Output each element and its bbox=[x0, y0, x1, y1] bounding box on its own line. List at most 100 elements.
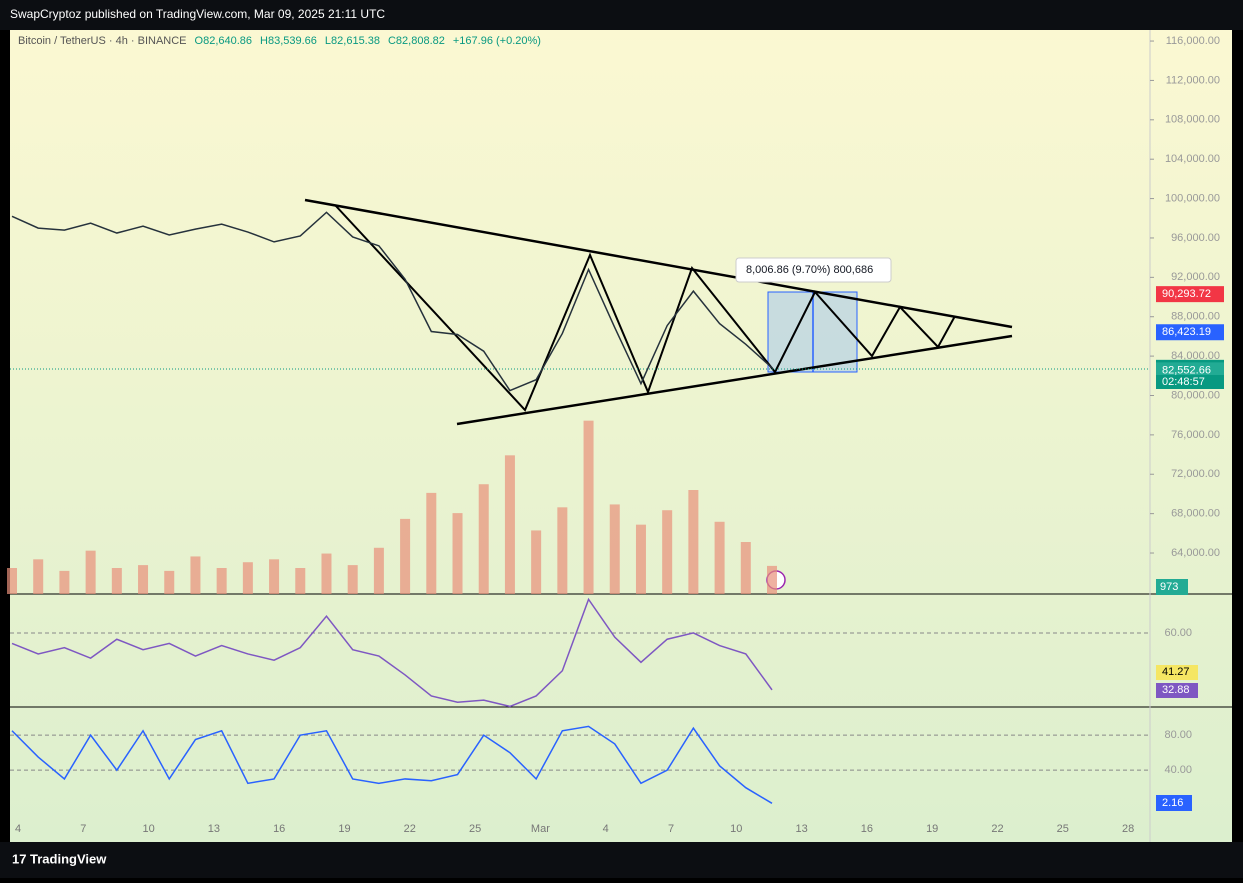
y-tick-label: 60.00 bbox=[1164, 627, 1192, 639]
y-tick-label: 88,000.00 bbox=[1171, 311, 1220, 323]
volume-badge: 973 bbox=[1160, 581, 1178, 593]
x-tick-label: 16 bbox=[273, 823, 285, 835]
footer-logo: TradingView bbox=[30, 851, 107, 866]
x-tick-label: 19 bbox=[926, 823, 938, 835]
volume-bar bbox=[400, 518, 411, 594]
annotation-box bbox=[735, 257, 892, 283]
stoch-badge-bg bbox=[1156, 795, 1192, 811]
volume-bar bbox=[452, 513, 463, 594]
price-badge bbox=[1156, 286, 1224, 303]
x-tick-label: 4 bbox=[603, 823, 609, 835]
y-tick-label: 68,000.00 bbox=[1171, 508, 1220, 520]
volume-bar bbox=[767, 565, 777, 594]
x-tick-label: 25 bbox=[469, 823, 481, 835]
legend-item: C82,808.82 bbox=[388, 35, 445, 47]
volume-bar bbox=[7, 568, 17, 594]
volume-bar bbox=[426, 492, 437, 594]
y-tick-label: 80,000.00 bbox=[1171, 389, 1220, 401]
volume-bar bbox=[478, 484, 489, 594]
price-badge-label: 90,293.72 bbox=[1162, 288, 1211, 300]
zigzag bbox=[334, 204, 956, 412]
volume-bar bbox=[635, 524, 646, 594]
x-tick-label: 28 bbox=[1122, 823, 1134, 835]
y-tick-label: 76,000.00 bbox=[1171, 429, 1220, 441]
x-tick-label: 4 bbox=[15, 823, 21, 835]
volume-bar bbox=[688, 490, 699, 594]
price-badge bbox=[1156, 362, 1224, 379]
legend-item: Bitcoin / TetherUS · 4h · BINANCE bbox=[18, 35, 187, 47]
annotation: 8,006.86 (9.70%) 800,686 bbox=[746, 264, 873, 276]
volume-bar bbox=[59, 570, 70, 594]
logo-icon: 17 bbox=[12, 851, 26, 866]
price-badge-label: 82,552.66 bbox=[1162, 364, 1211, 376]
volume-bar bbox=[138, 565, 149, 594]
legend-item: +167.96 (+0.20%) bbox=[453, 35, 541, 47]
y-tick-label: 116,000.00 bbox=[1166, 35, 1220, 47]
trendline bbox=[304, 198, 1013, 329]
indicator-line bbox=[11, 597, 773, 708]
volume-bar bbox=[373, 547, 384, 594]
volume-bar bbox=[504, 455, 515, 594]
y-tick-label: 104,000.00 bbox=[1165, 153, 1220, 165]
volume-bar bbox=[557, 507, 568, 594]
volume-bar bbox=[216, 568, 227, 594]
volume-bar bbox=[111, 568, 122, 594]
trendline bbox=[456, 334, 1013, 426]
volume-bar bbox=[531, 530, 542, 594]
legend: Bitcoin / TetherUS · 4h · BINANCE O82,640… bbox=[18, 35, 541, 47]
x-tick-label: 13 bbox=[208, 823, 220, 835]
volume-bar bbox=[85, 550, 96, 594]
chart-area bbox=[10, 30, 1232, 842]
y-tick-label: 80.00 bbox=[1164, 729, 1192, 741]
countdown-bg bbox=[1156, 375, 1224, 389]
x-tick-label: 19 bbox=[338, 823, 350, 835]
y-tick-label: 96,000.00 bbox=[1171, 232, 1220, 244]
drawings bbox=[304, 198, 1013, 426]
x-tick-label: 10 bbox=[730, 823, 742, 835]
volume-bar bbox=[609, 504, 620, 594]
indicator-line bbox=[11, 725, 773, 804]
x-tick-label: 22 bbox=[991, 823, 1003, 835]
volume-bar bbox=[164, 570, 175, 594]
x-tick-label: 7 bbox=[668, 823, 674, 835]
x-tick-label: 7 bbox=[80, 823, 86, 835]
volume-bar bbox=[295, 568, 306, 594]
x-tick-label: 13 bbox=[795, 823, 807, 835]
volume-bar bbox=[714, 521, 725, 594]
price-badge bbox=[1156, 324, 1224, 341]
volume-bar bbox=[242, 562, 253, 594]
header-bar bbox=[0, 0, 1243, 30]
rsi-badge: 32.88 bbox=[1162, 684, 1190, 696]
rsi-badge-bg bbox=[1156, 683, 1198, 698]
y-tick-label: 84,000.00 bbox=[1171, 350, 1220, 362]
volume-bar bbox=[321, 553, 332, 594]
rsi-ma-badge-bg bbox=[1156, 665, 1198, 680]
y-tick-label: 108,000.00 bbox=[1165, 114, 1220, 126]
rsi-ma-badge: 41.27 bbox=[1162, 666, 1190, 678]
y-tick-label: 100,000.00 bbox=[1165, 192, 1220, 204]
volume-bar bbox=[740, 542, 751, 594]
y-tick-label: 40.00 bbox=[1164, 764, 1192, 776]
volume-bar bbox=[347, 565, 358, 594]
volume-bar bbox=[583, 420, 594, 594]
x-tick-label: 10 bbox=[142, 823, 154, 835]
x-tick-label: 16 bbox=[861, 823, 873, 835]
volume-bar bbox=[190, 556, 201, 594]
y-tick-label: 112,000.00 bbox=[1166, 74, 1220, 86]
price-badge-label: 86,423.19 bbox=[1162, 326, 1211, 338]
price-line bbox=[11, 211, 773, 392]
countdown: 02:48:57 bbox=[1162, 376, 1205, 388]
stoch-badge: 2.16 bbox=[1162, 797, 1183, 809]
legend-item: H83,539.66 bbox=[260, 35, 317, 47]
header-text: SwapCryptoz published on TradingView.com… bbox=[10, 7, 385, 21]
x-tick-label: 25 bbox=[1057, 823, 1069, 835]
volume-badge-bg bbox=[1156, 579, 1188, 595]
volume-bar bbox=[662, 510, 673, 594]
legend-item: L82,615.38 bbox=[325, 35, 380, 47]
volume-bar bbox=[269, 559, 280, 594]
legend-item: O82,640.86 bbox=[195, 35, 253, 47]
footer-bar bbox=[0, 842, 1243, 878]
volume-bar bbox=[33, 559, 44, 594]
y-tick-label: 64,000.00 bbox=[1171, 547, 1220, 559]
